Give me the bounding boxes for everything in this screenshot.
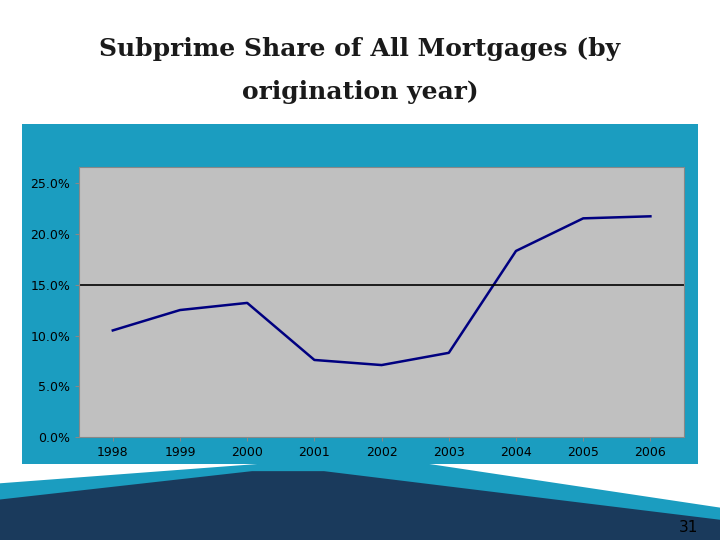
Text: origination year): origination year) xyxy=(242,80,478,104)
X-axis label: Origination Year: Origination Year xyxy=(318,465,446,479)
Text: 31: 31 xyxy=(679,519,698,535)
Polygon shape xyxy=(0,459,720,540)
Text: Subprime Share of All Mortgages (by: Subprime Share of All Mortgages (by xyxy=(99,37,621,60)
Polygon shape xyxy=(0,471,720,540)
